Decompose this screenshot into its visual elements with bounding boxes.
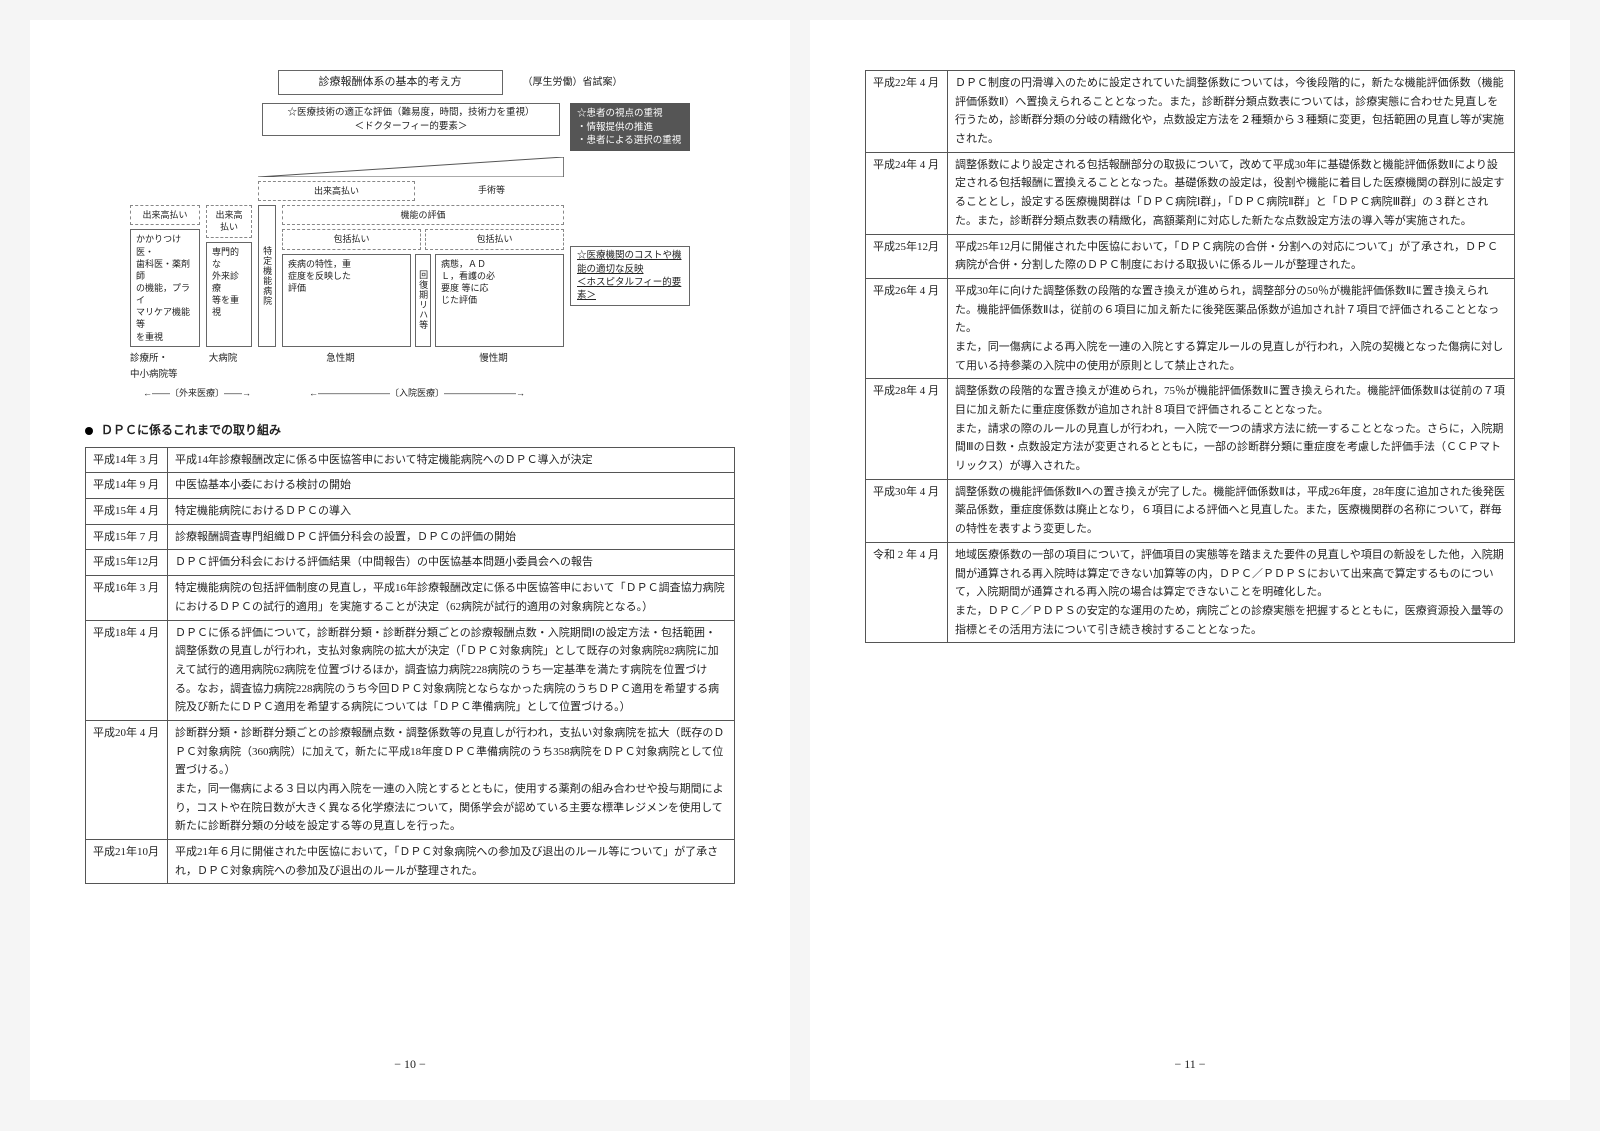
history-date: 平成21年10月 xyxy=(86,840,168,884)
history-date: 平成22年 4 月 xyxy=(866,71,948,153)
history-date: 平成20年 4 月 xyxy=(86,720,168,839)
foot-3: 急性期 xyxy=(264,351,417,384)
diagram-note: （厚生労働）省試案） xyxy=(523,74,623,92)
col1-body: かかりつけ医・ 歯科医・薬剤師 の機能，プライ マリケア機能等 を重視 xyxy=(130,229,200,346)
table-row: 令和 2 年 4 月地域医療係数の一部の項目について，評価項目の実態等を踏まえた… xyxy=(866,542,1515,642)
history-table-right: 平成22年 4 月ＤＰＣ制度の円滑導入のために設定されていた調整係数については，… xyxy=(865,70,1515,643)
bracket-2: 〔入院医療〕 xyxy=(390,388,444,398)
table-row: 平成16年 3 月特定機能病院の包括評価制度の見直し，平成16年診療報酬改定に係… xyxy=(86,576,735,620)
section-heading-text: ＤＰＣに係るこれまでの取り組み xyxy=(101,423,281,437)
history-text: 地域医療係数の一部の項目について，評価項目の実態等を踏まえた要件の見直しや項目の… xyxy=(948,542,1515,642)
history-date: 令和 2 年 4 月 xyxy=(866,542,948,642)
history-text: 平成21年６月に開催された中医協において，「ＤＰＣ対象病院への参加及び退出のルー… xyxy=(168,840,735,884)
history-text: 調整係数の段階的な置き換えが進められ，75％が機能評価係数Ⅱに置き換えられた。機… xyxy=(948,379,1515,479)
center-body: 疾病の特性，重 症度を反映した 評価 xyxy=(282,254,411,347)
history-text: ＤＰＣに係る評価について，診断群分類・診断群分類ごとの診療報酬点数・入院期間Ⅰの… xyxy=(168,620,735,720)
bullet-icon xyxy=(85,427,93,435)
far-right-box: ☆医療機関のコストや機 能の適切な反映 ＜ホスピタルフィー的要素＞ xyxy=(570,246,690,305)
history-date: 平成15年 4 月 xyxy=(86,499,168,525)
history-text: 中医協基本小委における検討の開始 xyxy=(168,473,735,499)
history-date: 平成15年12月 xyxy=(86,550,168,576)
history-date: 平成15年 7 月 xyxy=(86,524,168,550)
history-text: ＤＰＣ制度の円滑導入のために設定されていた調整係数については，今後段階的に，新た… xyxy=(948,71,1515,153)
history-date: 平成14年 3 月 xyxy=(86,447,168,473)
table-row: 平成24年 4 月調整係数により設定される包括報酬部分の取扱について，改めて平成… xyxy=(866,152,1515,234)
table-row: 平成22年 4 月ＤＰＣ制度の円滑導入のために設定されていた調整係数については，… xyxy=(866,71,1515,153)
history-date: 平成26年 4 月 xyxy=(866,278,948,378)
page-number-right: − 11 − xyxy=(810,1054,1570,1075)
table-row: 平成14年 3 月平成14年診療報酬改定に係る中医協答申において特定機能病院への… xyxy=(86,447,735,473)
diagram: 診療報酬体系の基本的考え方 （厚生労働）省試案） ☆医療技術の適正な評価（難易度… xyxy=(130,70,690,402)
table-row: 平成26年 4 月平成30年に向けた調整係数の段階的な置き換えが進められ，調整部… xyxy=(866,278,1515,378)
history-date: 平成16年 3 月 xyxy=(86,576,168,620)
table-row: 平成15年 4 月特定機能病院におけるＤＰＣの導入 xyxy=(86,499,735,525)
history-date: 平成25年12月 xyxy=(866,234,948,278)
table-row: 平成15年12月ＤＰＣ評価分科会における評価結果（中間報告）の中医協基本問題小委… xyxy=(86,550,735,576)
table-row: 平成14年 9 月中医協基本小委における検討の開始 xyxy=(86,473,735,499)
history-date: 平成18年 4 月 xyxy=(86,620,168,720)
right-vert: 回復期リハ等 xyxy=(417,270,429,330)
foot-2: 大病院 xyxy=(200,351,246,384)
diagram-title: 診療報酬体系の基本的考え方 xyxy=(278,70,503,95)
page-number-left: − 10 − xyxy=(30,1054,790,1075)
label-dekidaka: 出来高払い xyxy=(258,181,415,201)
history-text: 診療報酬調査専門組織ＤＰＣ評価分科会の設置，ＤＰＣの評価の開始 xyxy=(168,524,735,550)
foot-1: 診療所・ 中小病院等 xyxy=(130,351,200,384)
history-text: 調整係数により設定される包括報酬部分の取扱について，改めて平成30年に基礎係数と… xyxy=(948,152,1515,234)
section-heading: ＤＰＣに係るこれまでの取り組み xyxy=(85,420,735,441)
table-row: 平成28年 4 月調整係数の段階的な置き換えが進められ，75％が機能評価係数Ⅱに… xyxy=(866,379,1515,479)
history-date: 平成28年 4 月 xyxy=(866,379,948,479)
table-row: 平成30年 4 月調整係数の機能評価係数Ⅱへの置き換えが完了した。機能評価係数Ⅱ… xyxy=(866,479,1515,542)
history-date: 平成30年 4 月 xyxy=(866,479,948,542)
func-eval-label: 機能の評価 xyxy=(282,205,564,225)
history-text: 特定機能病院の包括評価制度の見直し，平成16年診療報酬改定に係る中医協答申におい… xyxy=(168,576,735,620)
table-row: 平成20年 4 月診断群分類・診断群分類ごとの診療報酬点数・調整係数等の見直しが… xyxy=(86,720,735,839)
history-text: 診断群分類・診断群分類ごとの診療報酬点数・調整係数等の見直しが行われ，支払い対象… xyxy=(168,720,735,839)
history-text: 平成25年12月に開催された中医協において，「ＤＰＣ病院の合併・分割への対応につ… xyxy=(948,234,1515,278)
table-row: 平成18年 4 月ＤＰＣに係る評価について，診断群分類・診断群分類ごとの診療報酬… xyxy=(86,620,735,720)
col1-head: 出来高払い xyxy=(130,205,200,225)
bracket-1: 〔外来医療〕 xyxy=(170,388,224,398)
table-row: 平成25年12月平成25年12月に開催された中医協において，「ＤＰＣ病院の合併・… xyxy=(866,234,1515,278)
houkatsu-2: 包括払い xyxy=(425,229,564,249)
page-left: 診療報酬体系の基本的考え方 （厚生労働）省試案） ☆医療技術の適正な評価（難易度… xyxy=(30,20,790,1100)
history-text: 特定機能病院におけるＤＰＣの導入 xyxy=(168,499,735,525)
table-row: 平成21年10月平成21年６月に開催された中医協において，「ＤＰＣ対象病院への参… xyxy=(86,840,735,884)
history-date: 平成24年 4 月 xyxy=(866,152,948,234)
history-text: 平成30年に向けた調整係数の段階的な置き換えが進められ，調整部分の50％が機能評… xyxy=(948,278,1515,378)
page-right: 平成22年 4 月ＤＰＣ制度の円滑導入のために設定されていた調整係数については，… xyxy=(810,20,1570,1100)
center-vert: 特定機能病院 xyxy=(261,246,273,306)
history-text: 調整係数の機能評価係数Ⅱへの置き換えが完了した。機能評価係数Ⅱは，平成26年度，… xyxy=(948,479,1515,542)
col2-head: 出来高 払い xyxy=(206,205,252,237)
table-row: 平成15年 7 月診療報酬調査専門組織ＤＰＣ評価分科会の設置，ＤＰＣの評価の開始 xyxy=(86,524,735,550)
history-table-left: 平成14年 3 月平成14年診療報酬改定に係る中医協答申において特定機能病院への… xyxy=(85,447,735,885)
col2-body: 専門的な 外来診療 等を重視 xyxy=(206,242,252,347)
houkatsu-1: 包括払い xyxy=(282,229,421,249)
history-date: 平成14年 9 月 xyxy=(86,473,168,499)
label-op: 手術等 xyxy=(419,183,564,199)
history-text: 平成14年診療報酬改定に係る中医協答申において特定機能病院へのＤＰＣ導入が決定 xyxy=(168,447,735,473)
history-text: ＤＰＣ評価分科会における評価結果（中間報告）の中医協基本問題小委員会への報告 xyxy=(168,550,735,576)
sub-box-right: ☆患者の視点の重視 ・情報提供の推進 ・患者による選択の重視 xyxy=(570,103,690,151)
sub-box-left: ☆医療技術の適正な評価（難易度，時間，技術力を重視） ＜ドクターフィー的要素＞ xyxy=(262,103,560,136)
foot-4: 慢性期 xyxy=(417,351,570,384)
right-body: 病態，ＡＤ Ｌ，看護の必 要度 等に応 じた評価 xyxy=(435,254,564,347)
